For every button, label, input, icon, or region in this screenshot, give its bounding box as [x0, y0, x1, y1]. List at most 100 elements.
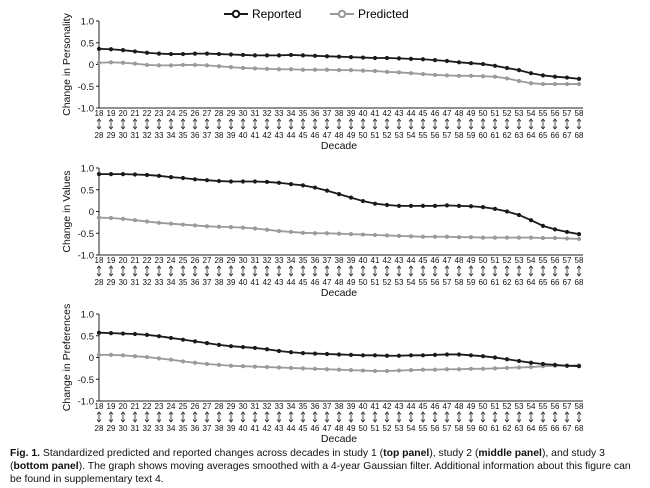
x-tick-arrowhead-down — [276, 419, 282, 423]
data-point-predicted — [504, 235, 510, 240]
x-tick-arrowhead-down — [120, 126, 126, 130]
x-tick-arrowhead-up — [384, 265, 390, 269]
data-point-predicted — [192, 223, 198, 228]
data-point-predicted — [312, 231, 318, 236]
x-tick-arrowhead-down — [504, 273, 510, 277]
x-tick-label-start: 53 — [515, 109, 524, 118]
x-tick-arrowhead-down — [288, 126, 294, 130]
data-point-reported — [168, 51, 174, 57]
data-point-reported — [360, 353, 366, 358]
x-tick-label-start: 47 — [443, 402, 452, 411]
x-tick-arrowhead-up — [264, 265, 270, 269]
x-tick-label-end: 62 — [503, 278, 512, 287]
data-point-reported — [504, 357, 510, 362]
legend: Reported Predicted — [224, 7, 409, 21]
x-tick-arrowhead-up — [480, 118, 486, 122]
x-tick-label-end: 68 — [575, 424, 584, 433]
y-tick-label: -0.5 — [78, 229, 94, 240]
data-point-predicted — [300, 67, 306, 72]
data-point-reported — [528, 360, 534, 365]
x-tick-arrowhead-down — [180, 273, 186, 277]
x-axis-label: Decade — [321, 287, 357, 299]
x-tick-arrowhead-up — [360, 118, 366, 122]
x-tick-label-start: 28 — [215, 256, 224, 265]
data-point-predicted — [444, 367, 450, 372]
data-point-predicted — [540, 81, 546, 87]
x-tick-arrowhead-up — [384, 411, 390, 415]
data-point-reported — [120, 48, 126, 53]
x-tick-label-end: 47 — [323, 131, 332, 140]
x-tick-arrowhead-up — [288, 265, 294, 269]
data-point-predicted — [264, 66, 270, 71]
x-tick-label-start: 40 — [359, 402, 368, 411]
data-point-predicted — [324, 367, 330, 372]
x-tick-label-start: 46 — [431, 109, 440, 118]
x-tick-label-start: 49 — [467, 256, 476, 265]
x-tick-arrowhead-down — [420, 126, 426, 130]
x-tick-label-start: 32 — [263, 109, 272, 118]
x-tick-label-end: 51 — [371, 424, 380, 433]
data-point-predicted — [396, 233, 402, 238]
data-point-predicted — [228, 225, 234, 230]
x-tick-label-start: 45 — [419, 256, 428, 265]
x-tick-label-end: 40 — [239, 131, 248, 140]
x-tick-arrowhead-up — [408, 411, 414, 415]
data-point-predicted — [168, 221, 174, 226]
y-tick-label: -1.0 — [78, 104, 94, 115]
panel-personality: 1.0 0.5 0 -0.5 -1.0 Change in Personality 18 28… — [61, 12, 584, 152]
x-tick-arrowhead-up — [300, 265, 306, 269]
caption-bold-1: top panel — [383, 448, 430, 459]
x-tick-arrowhead-down — [444, 273, 450, 277]
x-tick-label-start: 39 — [347, 402, 356, 411]
data-point-predicted — [456, 235, 462, 240]
x-tick-label-start: 39 — [347, 109, 356, 118]
data-point-reported — [504, 65, 510, 71]
figure: Reported Predicted 1.0 0.5 0 -0.5 -1.0 Change… — [61, 7, 584, 445]
data-point-predicted — [96, 352, 102, 357]
data-point-reported — [96, 171, 102, 177]
x-tick-arrowhead-up — [516, 411, 522, 415]
x-tick-arrowhead-up — [240, 411, 246, 415]
x-tick-arrowhead-down — [396, 273, 402, 277]
data-point-reported — [444, 352, 450, 357]
y-axis-label: Change in Personality — [61, 12, 73, 115]
x-tick-label-start: 55 — [539, 256, 548, 265]
x-tick-arrowhead-down — [432, 273, 438, 277]
x-tick-arrowhead-up — [504, 411, 510, 415]
x-tick-arrowhead-up — [540, 411, 546, 415]
data-point-predicted — [156, 220, 162, 225]
x-tick-label-end: 65 — [539, 278, 548, 287]
x-tick-arrowhead-down — [288, 273, 294, 277]
data-point-reported — [552, 362, 558, 367]
x-tick-arrowhead-down — [540, 419, 546, 423]
x-tick-arrowhead-down — [324, 419, 330, 423]
x-tick-arrowhead-up — [276, 411, 282, 415]
x-tick-label-start: 35 — [299, 109, 308, 118]
data-point-predicted — [372, 232, 378, 238]
x-tick-label-start: 47 — [443, 109, 452, 118]
data-point-reported — [228, 179, 234, 184]
data-point-reported — [216, 51, 222, 57]
data-point-reported — [468, 61, 474, 66]
data-point-reported — [372, 201, 378, 206]
x-tick-label-end: 33 — [155, 424, 164, 433]
x-tick-label-start: 35 — [299, 256, 308, 265]
x-tick-arrowhead-up — [156, 118, 162, 122]
x-tick-arrowhead-down — [456, 273, 462, 277]
legend-reported-marker — [231, 9, 241, 19]
data-point-reported — [516, 212, 522, 218]
x-tick-arrowhead-up — [96, 265, 102, 269]
x-tick-arrowhead-up — [336, 118, 342, 122]
x-tick-arrowhead-up — [564, 411, 570, 415]
x-tick-arrowhead-down — [312, 419, 318, 423]
x-tick-arrowhead-up — [252, 118, 258, 122]
data-point-reported — [132, 172, 138, 177]
x-tick-arrowhead-down — [348, 273, 354, 277]
x-tick-arrowhead-up — [108, 118, 114, 122]
x-tick-label-start: 23 — [155, 256, 164, 265]
x-tick-arrowhead-down — [552, 126, 558, 130]
x-tick-label-start: 55 — [539, 109, 548, 118]
x-tick-arrowhead-down — [480, 126, 486, 130]
x-tick-label-start: 36 — [311, 256, 320, 265]
x-tick-label-start: 18 — [95, 256, 104, 265]
